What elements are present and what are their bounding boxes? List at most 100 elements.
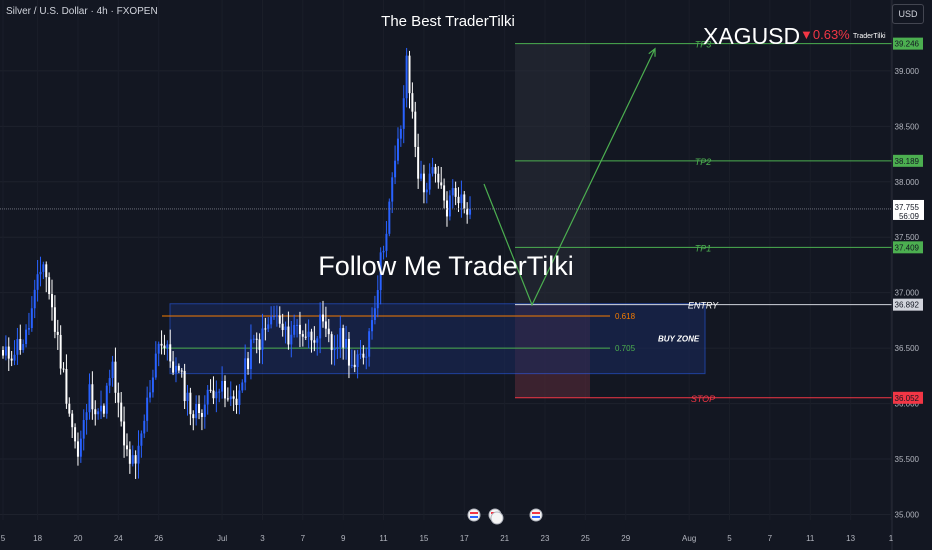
y-tick-label: 39.000 — [895, 67, 920, 76]
x-tick-label: 17 — [460, 534, 469, 543]
candle-body — [281, 323, 284, 330]
projection-path — [483, 48, 656, 307]
candle-body — [382, 250, 385, 253]
x-tick-label: 11 — [806, 534, 815, 543]
candle-body — [261, 328, 264, 350]
candle-body — [454, 188, 457, 197]
candle-body — [396, 138, 399, 161]
candle-body — [290, 334, 293, 345]
currency-button[interactable]: USD — [892, 4, 924, 24]
candle-body — [402, 98, 405, 129]
candle-body — [100, 405, 103, 412]
level-value-stop: 36.052 — [895, 394, 920, 403]
level-label-tp1: TP1 — [695, 243, 712, 253]
candle-body — [235, 398, 238, 406]
candle-body — [356, 354, 359, 368]
candle-body — [4, 346, 7, 356]
candle-body — [460, 194, 463, 204]
x-tick-label: 5 — [1, 534, 6, 543]
candle-body — [278, 315, 281, 324]
candle-body — [437, 173, 440, 183]
x-tick-label: 20 — [74, 534, 83, 543]
candle-body — [143, 420, 146, 434]
x-tick-label: 29 — [621, 534, 630, 543]
follow-text: Follow Me TraderTilki — [318, 251, 574, 281]
current-price-tag — [893, 199, 924, 220]
x-tick-label: 23 — [541, 534, 550, 543]
candle-body — [448, 195, 451, 217]
candle-body — [140, 433, 143, 446]
candle-body — [183, 370, 186, 402]
level-tag-tp2 — [893, 154, 923, 167]
candle-body — [114, 361, 117, 393]
x-tick-label: Aug — [682, 534, 696, 543]
candle-body — [221, 380, 224, 392]
candle-body — [160, 343, 163, 346]
candle-body — [313, 340, 316, 343]
candle-body — [336, 347, 339, 349]
level-label-entry: ENTRY — [688, 301, 719, 311]
us-event-icon-stripe — [470, 512, 478, 514]
candle-body — [209, 389, 212, 391]
candle-body — [232, 396, 235, 399]
candle-body — [195, 403, 198, 419]
fib-label-618: 0.618 — [615, 312, 636, 321]
candle-body — [440, 182, 443, 186]
x-tick-label: 9 — [341, 534, 346, 543]
candle-body — [457, 196, 460, 204]
candle-body — [13, 354, 16, 361]
x-tick-label: 7 — [768, 534, 773, 543]
change-label: ▼0.63% — [800, 27, 850, 42]
candle-body — [108, 378, 111, 386]
candle-body — [94, 409, 97, 415]
projection-arrowhead — [648, 47, 656, 57]
candle-body — [420, 173, 423, 179]
candle-body — [36, 274, 39, 290]
candle-body — [10, 358, 13, 361]
candle-body — [189, 392, 192, 415]
candle-body — [431, 167, 434, 174]
candle-body — [330, 334, 333, 351]
candle-body — [451, 188, 454, 196]
us-event-icon-stripe — [470, 516, 478, 518]
candle-body — [91, 384, 94, 410]
fib-label-705: 0.705 — [615, 344, 636, 353]
candle-body — [365, 356, 368, 358]
y-axis[interactable]: 35.000 35.500 36.000 36.500 37.000 37.500 38.0… — [891, 0, 932, 550]
candle-body — [469, 208, 472, 215]
candle-body — [25, 329, 28, 345]
y-tick-label: 35.000 — [895, 510, 920, 519]
candle-body — [27, 328, 30, 330]
candle-body — [411, 93, 414, 112]
x-tick-label: 26 — [154, 534, 163, 543]
x-tick-label: 5 — [727, 534, 732, 543]
candle-body — [368, 331, 371, 357]
candle-body — [463, 194, 466, 209]
candle-body — [319, 314, 322, 339]
candle-body — [71, 413, 74, 428]
candle-body — [267, 324, 270, 329]
x-axis[interactable]: 5 18 20 24 26 Jul 3 7 9 11 15 17 21 23 25 29 Aug 5 7 11 13 1 — [1, 534, 894, 543]
symbol-header[interactable]: Silver / U.S. Dollar · 4h · FXOPEN — [6, 6, 158, 17]
y-tick-label: 37.500 — [895, 233, 920, 242]
candle-body — [65, 369, 68, 404]
candle-body — [192, 414, 195, 419]
top-title: The Best TraderTilki — [381, 13, 515, 30]
candle-body — [385, 233, 388, 251]
x-tick-label: 25 — [581, 534, 590, 543]
candle-body — [362, 353, 365, 358]
candle-body — [177, 365, 180, 371]
level-value-tp3: 39.246 — [895, 40, 920, 49]
event-icons[interactable] — [467, 508, 543, 525]
candle-body — [206, 389, 209, 405]
current-price-value: 37.755 — [895, 203, 920, 212]
candle-body — [241, 382, 244, 391]
candle-body — [296, 324, 299, 326]
candle-body — [157, 343, 160, 354]
candle-body — [255, 338, 258, 340]
candle-body — [345, 338, 348, 348]
candle-body — [405, 55, 408, 99]
candle-body — [169, 344, 172, 362]
candle-body — [310, 331, 313, 341]
